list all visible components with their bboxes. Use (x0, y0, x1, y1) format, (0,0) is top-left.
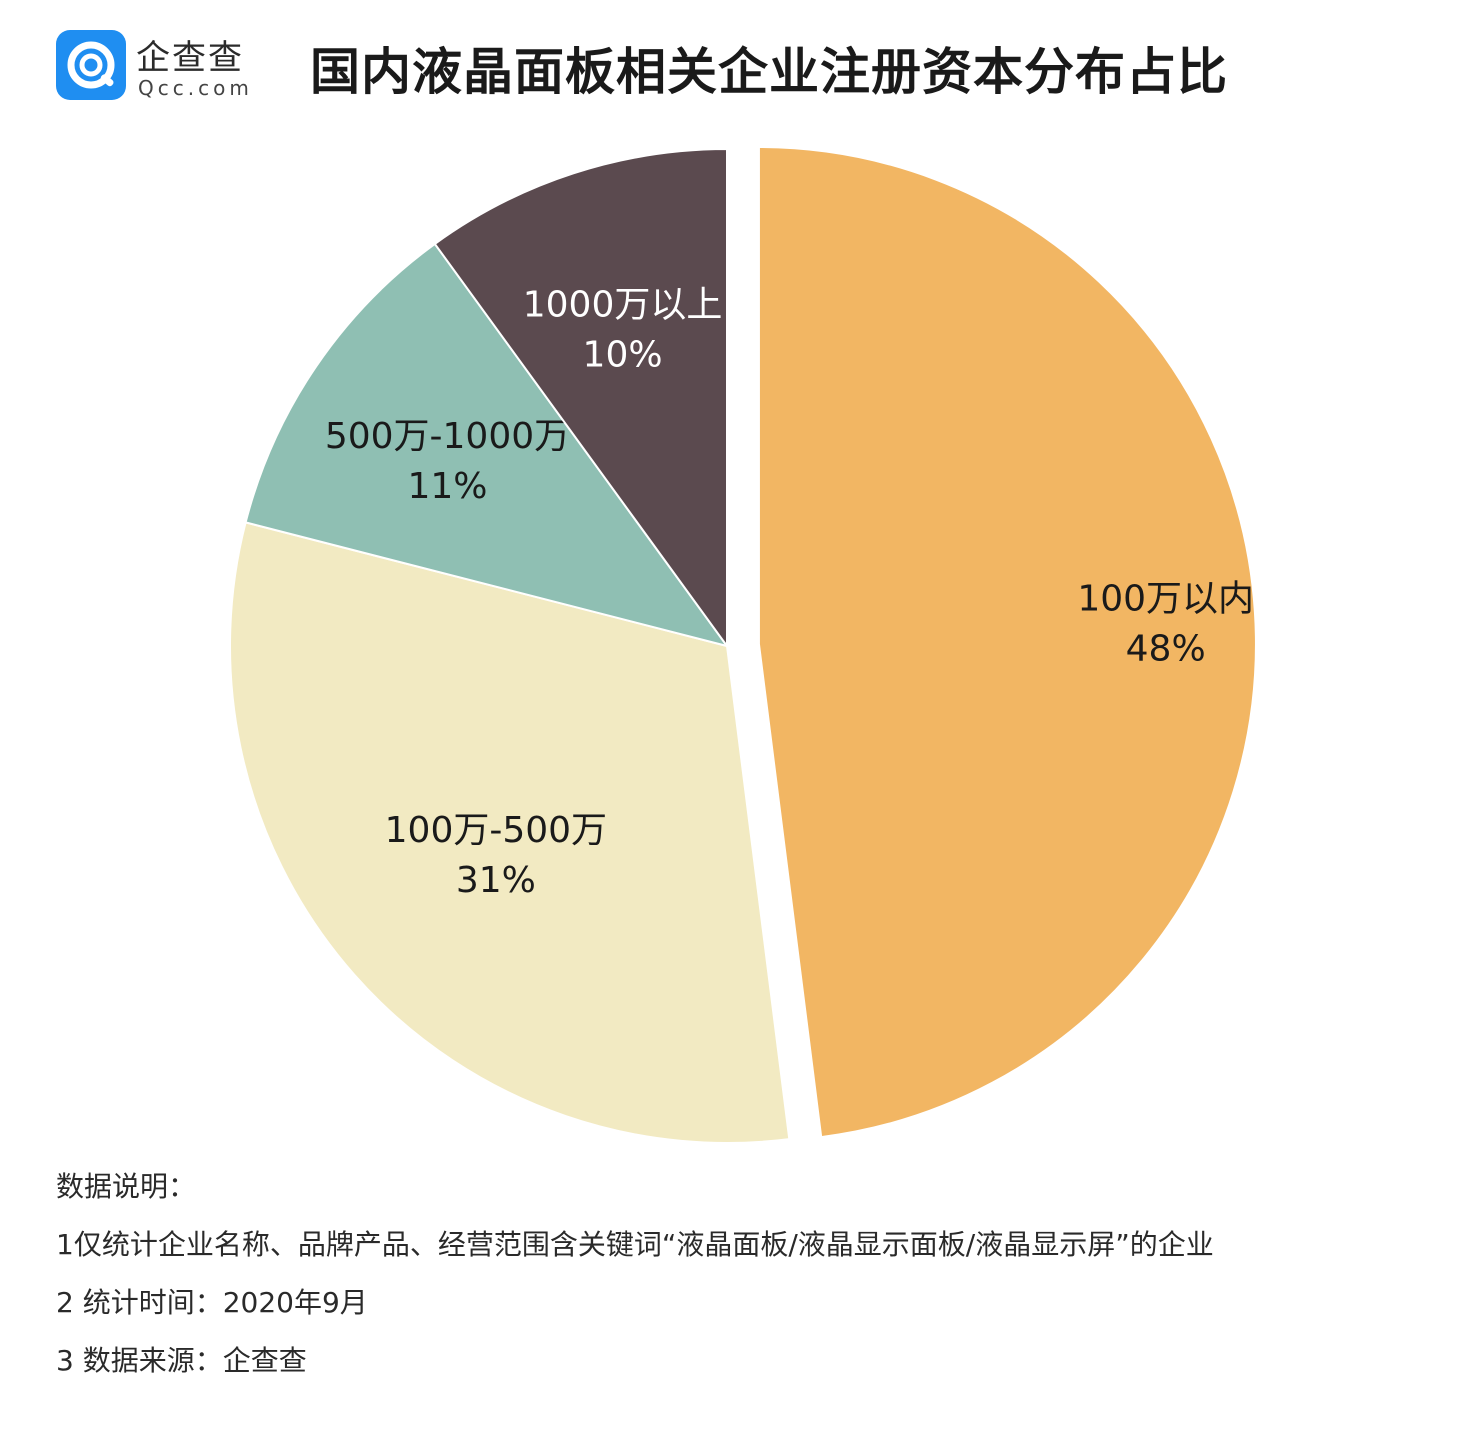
qcc-logo-icon (56, 30, 126, 100)
slice-value-label-2: 31% (456, 860, 536, 901)
logo-name-cn: 企查查 (136, 38, 244, 78)
pie-chart: 100万以内 48% 100万-500万 31% 500万-1000万 11% 1000万以… (229, 145, 1257, 1144)
notes-heading: 数据说明： (56, 1170, 197, 1203)
pie-slice-3 (244, 242, 730, 648)
slice-value-label-4: 10% (583, 335, 663, 376)
notes-line-3: 3 数据来源：企查查 (56, 1344, 307, 1377)
slice-label-1: 100万以内 (1077, 578, 1254, 619)
pie-slice-4 (433, 147, 728, 650)
slice-label-4: 1000万以上 (523, 285, 723, 326)
slice-label-2: 100万-500万 (385, 810, 607, 851)
slice-value-label-3: 11% (407, 466, 487, 507)
chart-title: 国内液晶面板相关企业注册资本分布占比 (310, 43, 1228, 101)
notes-line-1: 1仅统计企业名称、品牌产品、经营范围含关键词“液晶面板/液晶显示面板/液晶显示屏… (56, 1228, 1214, 1261)
data-notes: 数据说明： 1仅统计企业名称、品牌产品、经营范围含关键词“液晶面板/液晶显示面板… (56, 1158, 1476, 1390)
slice-label-3: 500万-1000万 (325, 416, 570, 457)
slice-value-label-1: 48% (1126, 628, 1206, 669)
notes-line-2: 2 统计时间：2020年9月 (56, 1286, 368, 1319)
qcc-logo: 企查查 Qcc.com (56, 30, 266, 102)
pie-slice-2 (229, 521, 791, 1144)
logo-name-en: Qcc.com (138, 76, 253, 100)
pie-slice-1 (757, 145, 1257, 1139)
